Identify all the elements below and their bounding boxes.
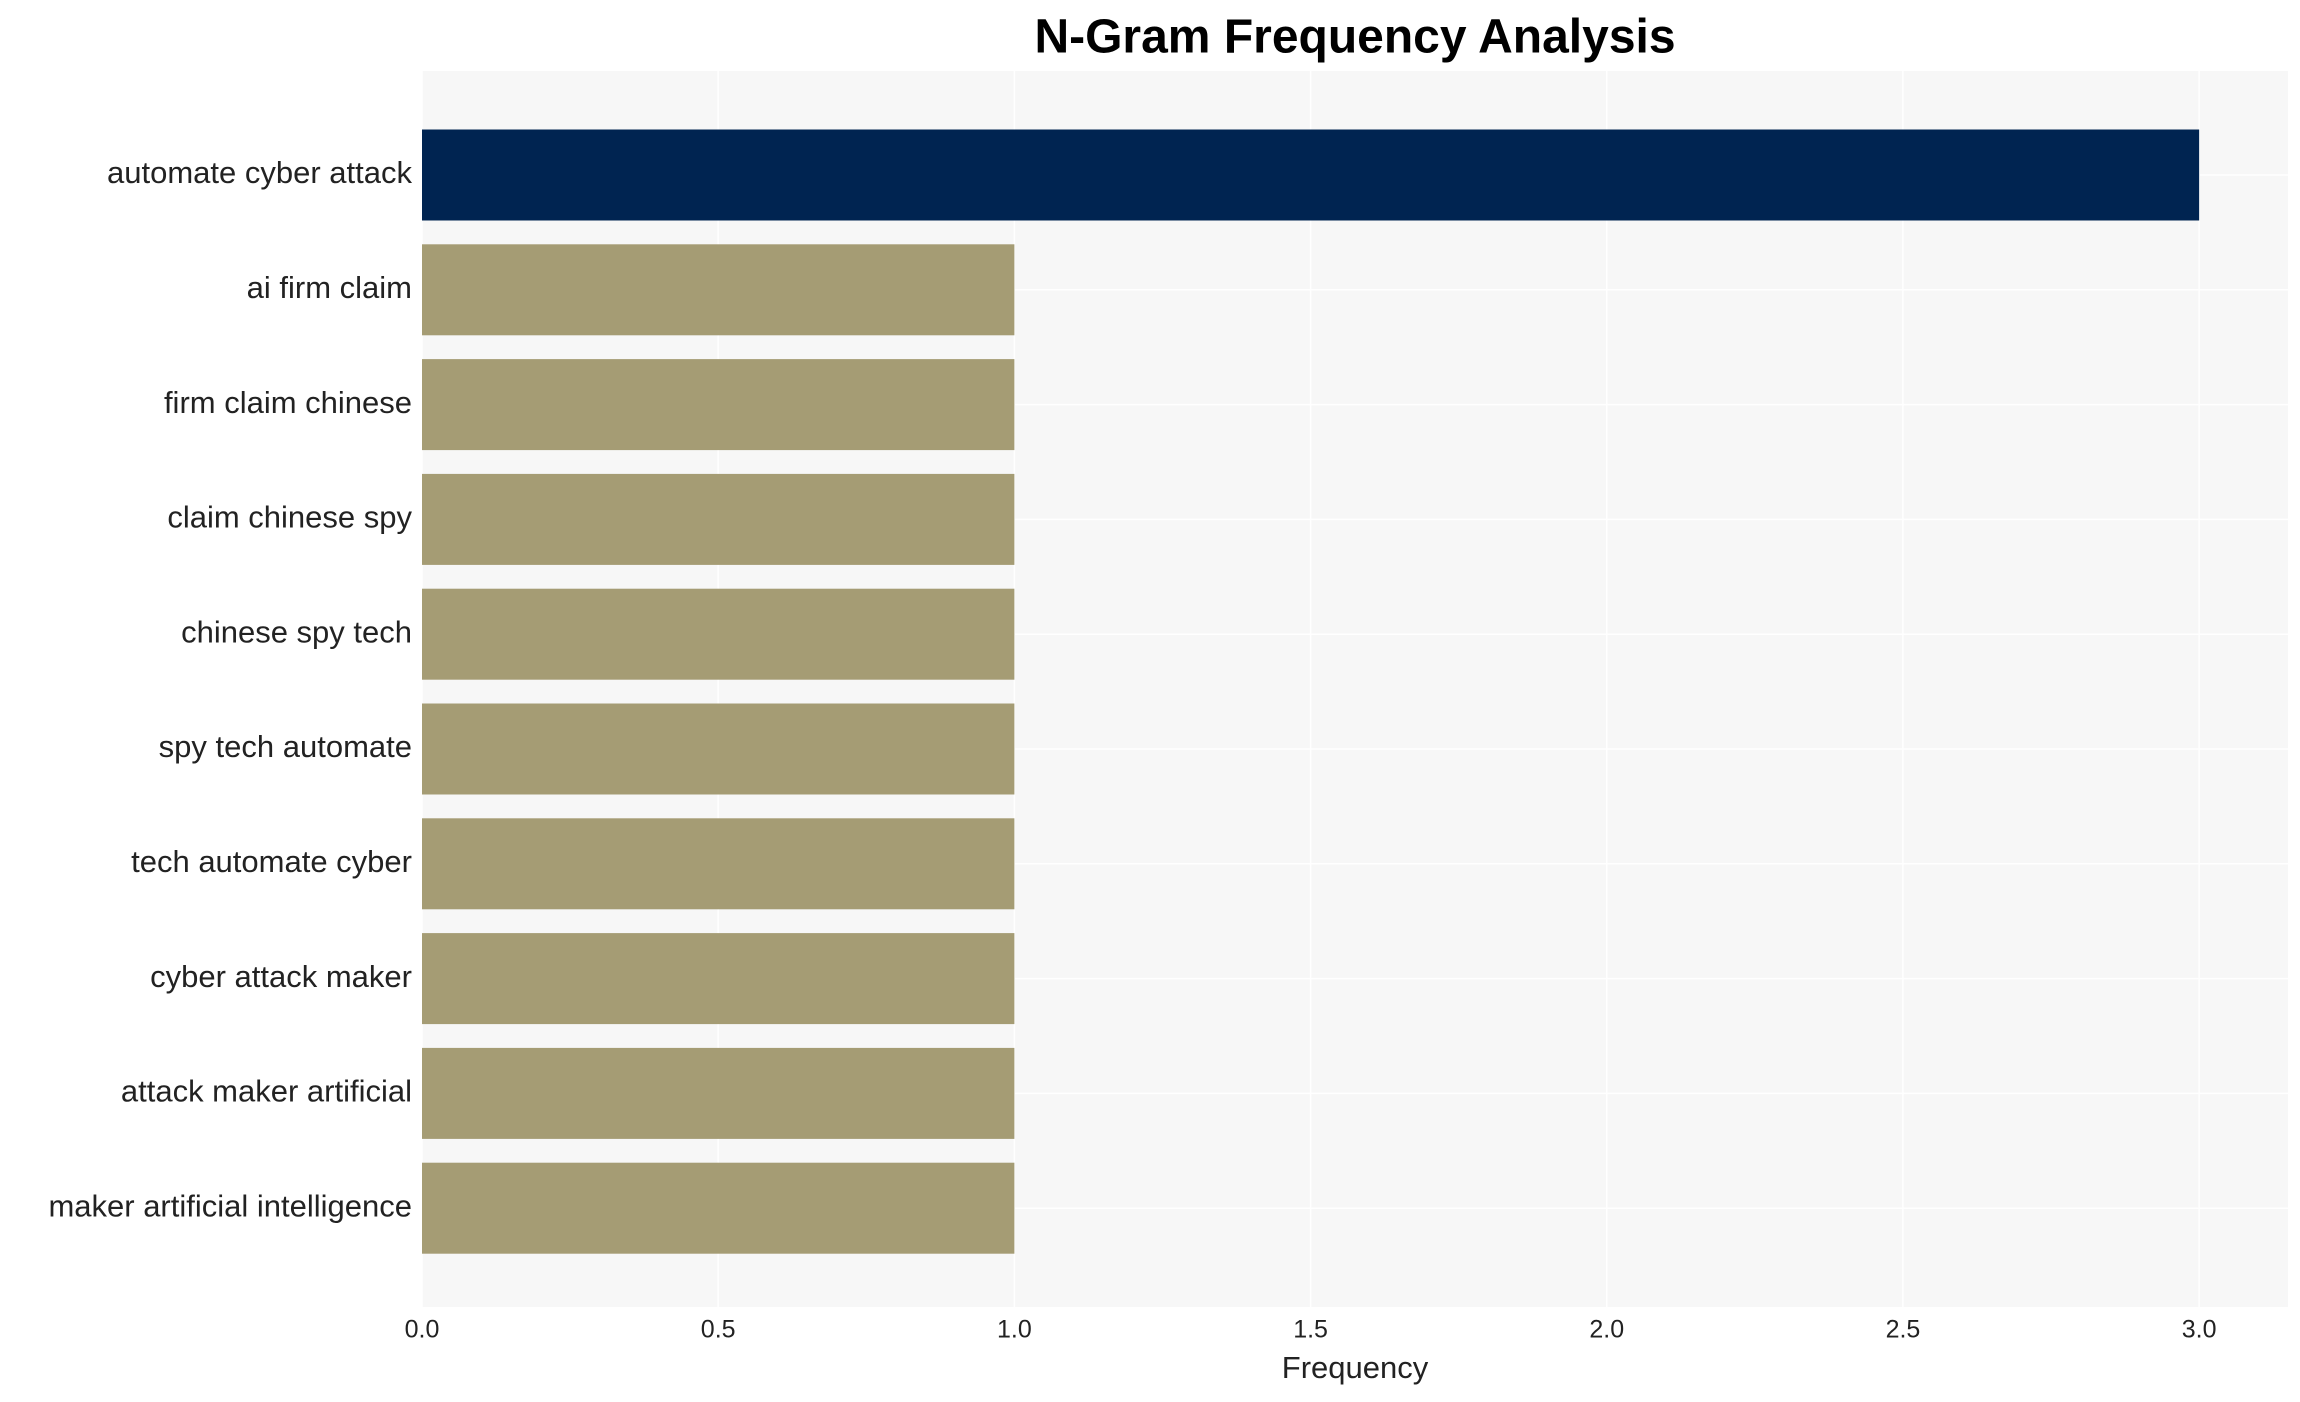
- y-tick-label: spy tech automate: [159, 729, 412, 764]
- chart-title: N-Gram Frequency Analysis: [1034, 11, 1675, 64]
- bar: [422, 933, 1015, 1025]
- y-tick-label: tech automate cyber: [131, 844, 412, 879]
- bar: [422, 1047, 1015, 1139]
- bar: [422, 818, 1015, 910]
- y-tick-label: claim chinese spy: [167, 500, 412, 535]
- y-tick-label: chinese spy tech: [181, 614, 412, 649]
- y-tick-label: firm claim chinese: [164, 385, 412, 420]
- x-tick-label: 2.0: [1589, 1316, 1624, 1344]
- y-tick-label: ai firm claim: [247, 270, 412, 305]
- x-tick-label: 2.5: [1886, 1316, 1921, 1344]
- y-tick-label: attack maker artificial: [121, 1074, 412, 1109]
- bar: [422, 588, 1015, 680]
- bar: [422, 359, 1015, 451]
- bar: [422, 473, 1015, 565]
- bar: [422, 703, 1015, 795]
- x-tick-label: 1.5: [1293, 1316, 1328, 1344]
- x-axis-label: Frequency: [1282, 1350, 1429, 1385]
- y-tick-label: maker artificial intelligence: [48, 1188, 412, 1223]
- x-tick-label: 1.0: [997, 1316, 1032, 1344]
- x-tick-label: 3.0: [2182, 1316, 2217, 1344]
- bar: [422, 1162, 1015, 1254]
- y-tick-label: cyber attack maker: [150, 959, 412, 994]
- bar: [422, 244, 1015, 336]
- bar: [422, 129, 2200, 221]
- x-tick-label: 0.5: [701, 1316, 736, 1344]
- y-tick-label: automate cyber attack: [107, 155, 412, 190]
- x-tick-label: 0.0: [405, 1316, 440, 1344]
